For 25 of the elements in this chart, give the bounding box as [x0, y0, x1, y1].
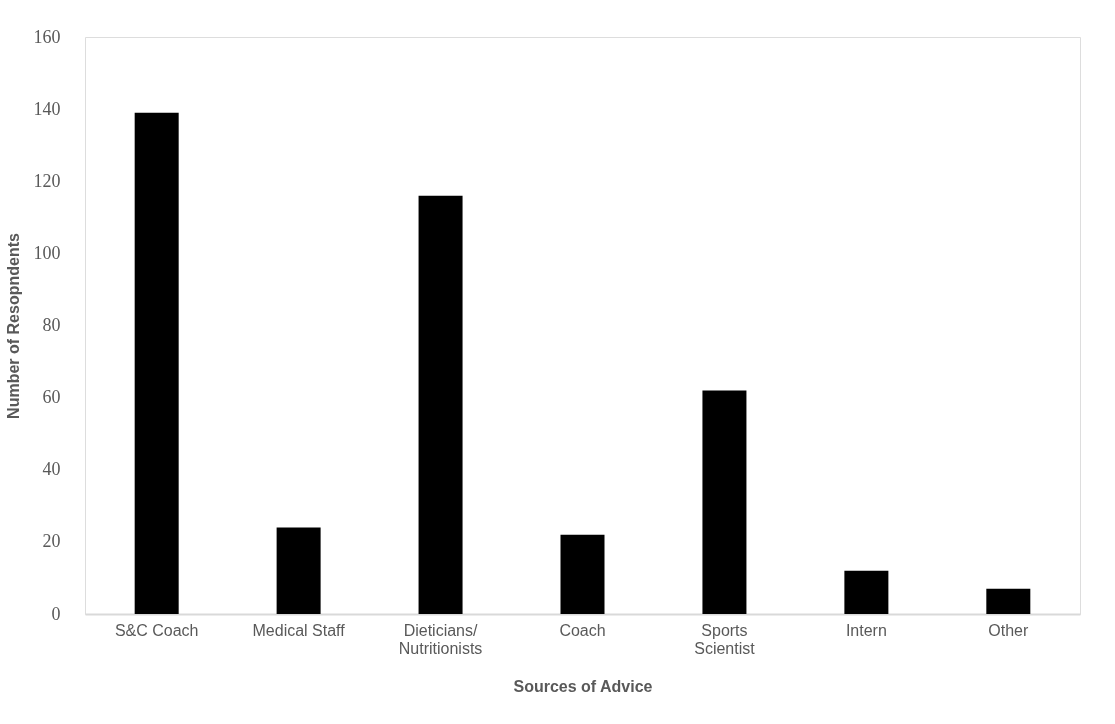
x-tick-label: S&C Coach — [114, 621, 199, 639]
y-axis-title: Number of Resopndents — [4, 233, 22, 419]
y-tick-label: 60 — [42, 387, 61, 408]
x-tick-label: Coach — [559, 621, 606, 639]
y-tick-label: 80 — [42, 315, 61, 335]
y-tick-label: 160 — [33, 26, 61, 47]
y-tick-label: 0 — [51, 603, 61, 624]
bar — [276, 527, 321, 614]
y-tick-label: 120 — [33, 170, 61, 191]
bar — [560, 534, 605, 614]
bar — [134, 112, 179, 614]
x-axis-title: Sources of Advice — [513, 677, 653, 695]
y-tick-label: 140 — [33, 98, 61, 119]
y-tick-label: 20 — [42, 531, 61, 552]
bar — [418, 195, 463, 614]
y-tick-label: 40 — [42, 459, 61, 480]
bar — [986, 588, 1031, 614]
bar — [702, 390, 747, 614]
x-tick-label: Intern — [845, 621, 887, 639]
bar — [844, 570, 889, 614]
x-tick-label: Other — [988, 621, 1029, 639]
x-tick-label: Sports Scientist — [694, 621, 756, 657]
x-tick-label: Medical Staff — [252, 621, 346, 639]
y-tick-label: 100 — [33, 242, 61, 263]
x-tick-label: Dieticians/ Nutritionists — [398, 621, 483, 657]
